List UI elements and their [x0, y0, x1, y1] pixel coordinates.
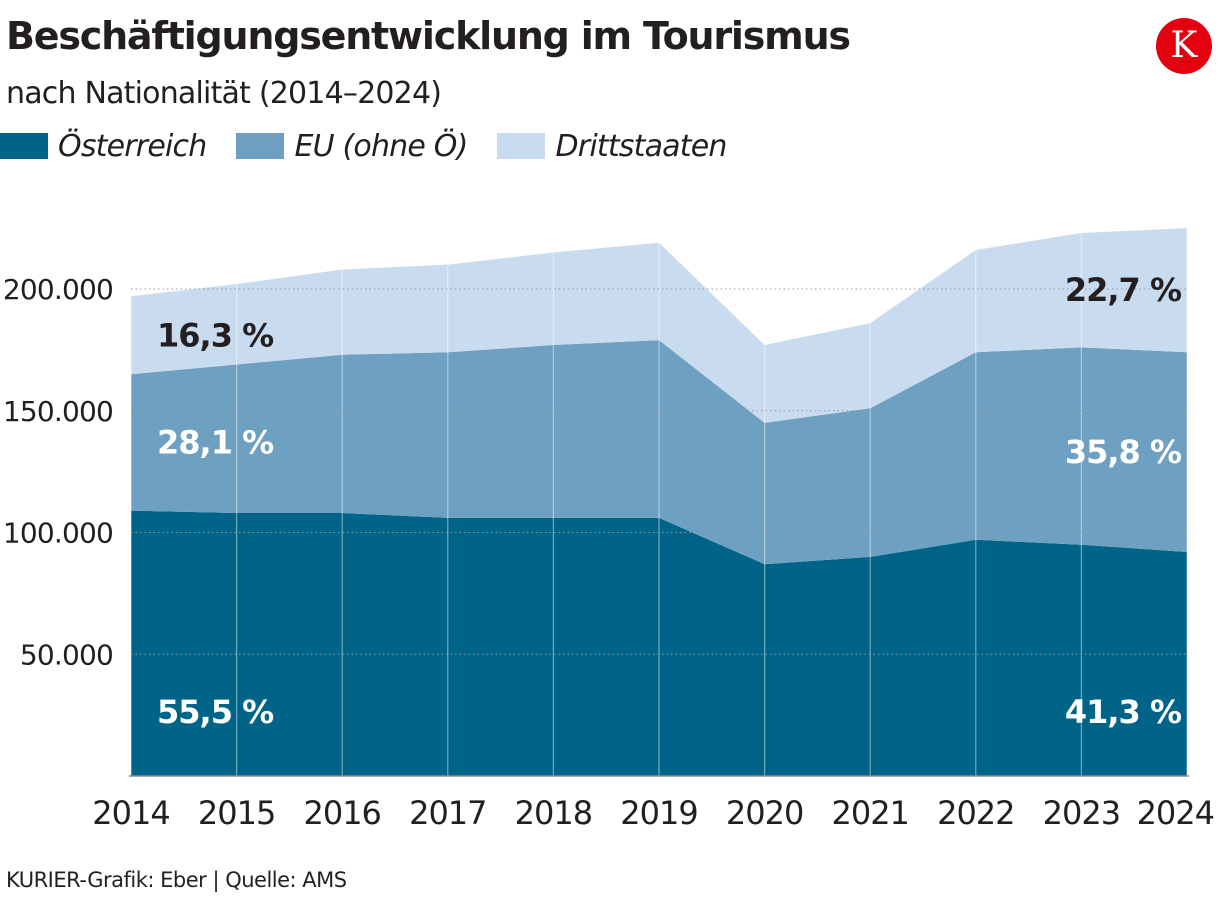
pct-label-drittstaaten-2014: 16,3 %	[157, 316, 274, 354]
x-tick-label: 2018	[515, 794, 592, 832]
pct-label-eu-2024: 35,8 %	[1065, 433, 1182, 471]
x-tick-label: 2021	[831, 794, 908, 832]
chart-subtitle: nach Nationalität (2014–2024)	[6, 76, 442, 111]
pct-label-drittstaaten-2024: 22,7 %	[1065, 271, 1182, 309]
x-tick-label: 2014	[92, 794, 169, 832]
legend-label-oesterreich: Österreich	[58, 128, 207, 164]
legend-item-eu: EU (ohne Ö)	[236, 128, 468, 164]
x-tick-label: 2023	[1043, 794, 1120, 832]
legend-item-oesterreich: Österreich	[0, 128, 207, 164]
pct-label-eu-2014: 28,1 %	[157, 423, 274, 461]
kurier-logo: K	[1156, 18, 1212, 74]
pct-label-oesterreich-2014: 55,5 %	[157, 693, 274, 731]
x-tick-label: 2017	[409, 794, 486, 832]
legend-swatch-oesterreich	[0, 133, 48, 159]
logo-letter: K	[1170, 25, 1198, 66]
y-tick-label: 200.000	[3, 273, 113, 306]
legend: Österreich EU (ohne Ö) Drittstaaten	[0, 128, 757, 164]
x-tick-label: 2022	[937, 794, 1014, 832]
x-tick-label: 2019	[620, 794, 697, 832]
y-tick-label: 50.000	[20, 638, 113, 671]
y-tick-label: 100.000	[3, 517, 113, 550]
source-footer: KURIER-Grafik: Eber | Quelle: AMS	[6, 868, 347, 892]
x-tick-label: 2020	[726, 794, 803, 832]
x-tick-label: 2015	[198, 794, 275, 832]
x-tick-label: 2024	[1137, 794, 1214, 832]
legend-label-drittstaaten: Drittstaaten	[555, 128, 727, 164]
legend-swatch-drittstaaten	[497, 133, 546, 159]
pct-label-oesterreich-2024: 41,3 %	[1065, 693, 1182, 731]
legend-swatch-eu	[236, 133, 285, 159]
legend-item-drittstaaten: Drittstaaten	[497, 128, 727, 164]
area-drittstaaten	[131, 228, 1187, 423]
chart-title: Beschäftigungsentwicklung im Tourismus	[6, 14, 851, 58]
area-eu	[131, 340, 1187, 565]
legend-label-eu: EU (ohne Ö)	[294, 128, 468, 164]
y-tick-label: 150.000	[3, 395, 113, 428]
x-tick-label: 2016	[303, 794, 380, 832]
area-oesterreich	[131, 510, 1187, 776]
